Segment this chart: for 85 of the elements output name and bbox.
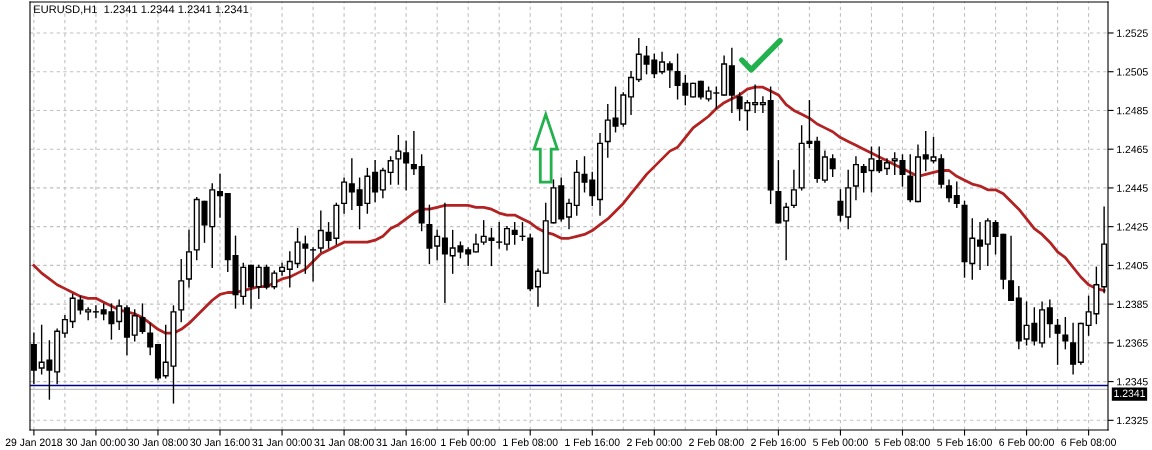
candlestick (977, 222, 984, 270)
candlestick (821, 150, 828, 183)
x-tick-label: 5 Feb 16:00 (937, 438, 992, 446)
x-tick-label: 29 Jan 2018 (5, 438, 63, 446)
candlestick (511, 222, 518, 245)
candlestick (496, 222, 503, 249)
x-tick-label: 2 Feb 08:00 (689, 438, 744, 446)
candlestick (852, 156, 859, 201)
x-tick-label: 1 Feb 16:00 (565, 438, 620, 446)
candlestick (1070, 322, 1077, 375)
candlestick (379, 167, 386, 199)
x-tick-label: 30 Jan 00:00 (66, 438, 126, 446)
candlestick (984, 218, 991, 267)
candlestick (565, 198, 573, 230)
candlestick (279, 262, 286, 276)
candlestick (1054, 318, 1061, 365)
candlestick (426, 204, 433, 265)
candlestick (883, 158, 890, 176)
x-tick-label: 1 Feb 08:00 (503, 438, 558, 446)
candlestick (434, 229, 441, 261)
y-tick-label: 1.2345 (1117, 378, 1148, 386)
x-tick-label: 2 Feb 00:00 (627, 438, 682, 446)
candlestick (628, 71, 635, 116)
candlestick (759, 96, 766, 114)
candlestick (441, 202, 448, 303)
y-tick-label: 1.2445 (1117, 184, 1148, 192)
candlestick (341, 177, 348, 214)
candlestick (255, 264, 262, 300)
x-tick-label: 6 Feb 00:00 (999, 438, 1054, 446)
candlestick (147, 322, 154, 356)
candlestick (410, 131, 417, 176)
line-series (32, 85, 1106, 335)
candlestick (116, 299, 123, 330)
x-tick-label: 2 Feb 16:00 (751, 438, 806, 446)
x-tick-label: 5 Feb 08:00 (875, 438, 930, 446)
candlestick (216, 173, 224, 218)
candlestick (372, 160, 379, 203)
y-tick-label: 1.2325 (1117, 416, 1148, 425)
y-tick-label: 1.2465 (1117, 145, 1148, 154)
candlestick (317, 210, 324, 253)
candlestick (534, 268, 542, 307)
candlestick (1062, 316, 1069, 350)
candlestick (907, 154, 914, 203)
candlestick (837, 189, 844, 222)
x-tick-label: 1 Feb 00:00 (441, 438, 496, 446)
candlestick (752, 84, 759, 114)
candlestick (465, 247, 472, 267)
x-tick-label: 31 Jan 00:00 (252, 438, 312, 446)
x-tick-label: 30 Jan 16:00 (190, 438, 250, 446)
x-tick-label: 5 Feb 00:00 (813, 438, 868, 446)
candlestick (783, 202, 790, 261)
x-tick-label: 31 Jan 08:00 (314, 438, 374, 446)
candlestick (1008, 235, 1015, 301)
candlestick (286, 251, 293, 288)
y-tick-label: 1.2525 (1117, 29, 1148, 37)
candlestick (348, 158, 355, 210)
candlestick (92, 305, 99, 319)
candlestick (403, 140, 410, 191)
candlestick (503, 225, 510, 251)
y-tick-label: 1.2405 (1117, 261, 1148, 270)
y-tick-label: 1.2485 (1117, 106, 1148, 115)
x-tick-label: 31 Jan 16:00 (376, 438, 436, 446)
candlestick (310, 247, 317, 282)
candlestick (248, 264, 255, 309)
candlestick (387, 156, 394, 185)
candlestick (659, 51, 666, 75)
ref-line-label: 1.2341 (1114, 389, 1145, 397)
candlestick (829, 154, 836, 177)
candlestick (1046, 299, 1053, 338)
candlestick (604, 103, 611, 158)
candlestick (790, 169, 797, 208)
candlestick (85, 307, 92, 321)
candlestick (953, 181, 960, 208)
y-tick-label: 1.2385 (1117, 300, 1148, 308)
candlestick (666, 61, 673, 88)
x-tick-label: 30 Jan 08:00 (128, 438, 188, 446)
y-tick-label: 1.2425 (1117, 223, 1148, 231)
candlestick (945, 179, 953, 203)
chart-title: EURUSD,H1 1.2341 1.2344 1.2341 1.2341 (34, 5, 249, 15)
y-tick-label: 1.2365 (1117, 339, 1148, 347)
x-tick-label: 6 Feb 08:00 (1061, 438, 1117, 446)
candlestick (61, 315, 68, 338)
candlestick (876, 146, 883, 174)
y-tick-label: 1.2505 (1117, 68, 1148, 76)
candlestick (395, 134, 402, 185)
